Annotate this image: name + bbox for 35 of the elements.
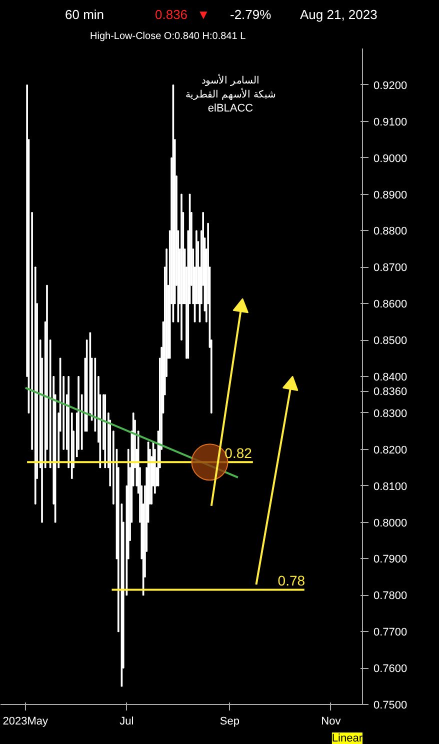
y-tick-label: 0.9200 — [374, 80, 408, 92]
text: ▼ — [197, 6, 210, 24]
annotation: 0.82 — [224, 445, 252, 462]
y-tick-label: 0.7600 — [374, 663, 408, 676]
y-tick-label: 0.8000 — [374, 517, 408, 530]
y-tick-label: 0.7500 — [374, 700, 408, 712]
y-tick-label: 0.7700 — [374, 626, 408, 639]
annotation: 0.78 — [278, 572, 306, 589]
x-tick-label: Nov — [321, 716, 342, 728]
y-tick-label: 0.8100 — [374, 480, 408, 493]
x-tick-label: Sep — [220, 716, 240, 728]
text: 0.836 — [155, 6, 188, 24]
y-tick-label: 0.9000 — [374, 152, 408, 165]
y-tick-label: 0.7800 — [374, 590, 408, 602]
y-tick-label: 0.8700 — [374, 262, 408, 274]
annotation: شبكة الأسهم القطرية — [186, 88, 276, 100]
y-tick-label: 0.8200 — [374, 444, 408, 456]
y-tick-label: 0.8900 — [374, 189, 408, 202]
text: -2.79% — [230, 6, 272, 24]
y-tick-label: 0.8800 — [374, 226, 408, 238]
text: Aug 21, 2023 — [300, 6, 378, 24]
y-tick-label: 0.8400 — [374, 372, 408, 384]
y-tick-label: 0.8600 — [374, 298, 408, 311]
y-tick-label: 0.8300 — [374, 408, 408, 420]
text: Linear — [332, 732, 363, 744]
y-tick-label: 0.8500 — [374, 335, 408, 348]
chart-title: 60 min — [65, 6, 104, 24]
y-tick-label: 0.9100 — [374, 116, 408, 128]
annotation: elBLACC — [208, 102, 254, 114]
x-tick-label: Jul — [120, 716, 134, 728]
x-tick-label: 2023May — [2, 716, 49, 728]
annotation: السامر الأسود — [202, 74, 260, 86]
chart-subtitle: High-Low-Close O:0.840 H:0.841 L — [90, 30, 246, 44]
y-tick-label: 0.8360 — [374, 386, 408, 398]
y-tick-label: 0.7900 — [374, 554, 408, 566]
